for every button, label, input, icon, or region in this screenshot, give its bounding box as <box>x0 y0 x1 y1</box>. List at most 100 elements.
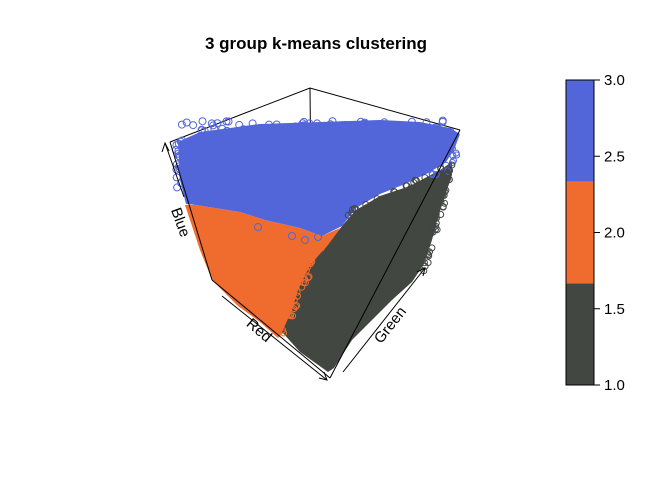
scatter-point <box>412 177 420 185</box>
scatter-point <box>425 127 433 135</box>
scatter-point <box>438 133 446 141</box>
scatter-point <box>305 119 314 128</box>
scatter-point <box>179 156 188 165</box>
scatter-point <box>182 118 191 127</box>
colorbar-tick-label: 2.0 <box>604 225 625 242</box>
scatter-point <box>441 188 449 196</box>
scatter-point <box>373 195 381 203</box>
scatter-point <box>428 171 436 179</box>
scatter-point <box>430 123 439 132</box>
scatter-point <box>409 159 417 167</box>
scatter-point <box>254 223 262 231</box>
scatter-point <box>323 125 332 134</box>
scatter-point <box>304 274 312 282</box>
scatter-point <box>439 203 447 211</box>
scatter-point <box>410 133 418 141</box>
cube-front-edge-left <box>169 141 213 281</box>
scatter-point <box>384 123 393 132</box>
green-axis-arrow <box>342 267 426 373</box>
scatter-point <box>177 120 186 129</box>
scatter-point <box>239 125 248 134</box>
scatter-point <box>431 226 439 233</box>
scatter-point <box>428 244 436 252</box>
scatter-point <box>422 118 431 127</box>
colorbar: 1.0 1.5 2.0 2.5 3.0 <box>565 72 625 394</box>
scatter-point <box>448 161 456 169</box>
scatter-point <box>409 143 416 151</box>
scatter-point <box>435 144 443 152</box>
scatter-point <box>222 117 231 126</box>
cube-front-edges <box>169 129 461 379</box>
scatter-point <box>272 120 281 129</box>
scatter-point <box>293 288 301 296</box>
scatter-point <box>417 159 425 167</box>
cluster-3-region <box>178 120 460 236</box>
scatter-point <box>449 152 457 160</box>
scatter-point <box>432 139 440 147</box>
scatter-point <box>344 211 352 219</box>
scatter-point <box>288 232 296 240</box>
scatter-point <box>337 121 346 130</box>
cluster-1-region <box>282 162 452 372</box>
scatter-point <box>370 124 379 132</box>
scatter-point <box>209 121 218 130</box>
colorbar-band-2 <box>566 181 594 284</box>
scatter-point <box>210 124 219 133</box>
scatter-point <box>380 118 389 127</box>
colorbar-tick-label: 1.0 <box>604 377 625 394</box>
scatter-point <box>176 137 185 146</box>
blue-axis-arrow <box>164 142 185 198</box>
scatter-point <box>302 266 310 274</box>
scatter-point <box>420 259 428 267</box>
scatter-point <box>313 119 322 128</box>
cube-front-edge-bottom-right <box>329 129 461 379</box>
scatter-point <box>421 174 429 182</box>
scatter-point <box>198 117 207 126</box>
scatter-point <box>421 167 429 175</box>
colorbar-band-1 <box>566 283 594 385</box>
scatter-point <box>427 229 435 237</box>
scatter-point <box>407 184 415 192</box>
scatter-point <box>408 144 416 151</box>
scatter-point <box>315 245 322 253</box>
scatter-point <box>412 167 420 174</box>
colorbar-tick-label: 2.5 <box>604 148 625 165</box>
colorbar-band-3 <box>566 80 594 182</box>
scatter-point <box>439 134 446 142</box>
scatter-point <box>318 244 325 252</box>
scatter-point <box>301 125 310 134</box>
scatter-point <box>449 145 456 153</box>
blue-axis-arrowhead <box>161 141 170 153</box>
scatter-point <box>447 127 455 135</box>
scatter-point <box>300 121 308 130</box>
scatter-point <box>200 126 209 135</box>
scatter-point <box>395 193 402 201</box>
scatter-point <box>431 211 439 219</box>
scatter-point <box>250 124 259 133</box>
scatter-point <box>438 117 447 126</box>
scatter-point <box>434 124 443 133</box>
cube-front-edge-bottom-left <box>211 279 331 379</box>
scatter-point <box>290 296 298 304</box>
scatter-point <box>306 259 313 267</box>
scatter-point <box>351 205 359 213</box>
scatter-point <box>448 159 456 166</box>
chart-title: 3 group k-means clustering <box>205 34 427 53</box>
colorbar-tick-label: 3.0 <box>604 72 625 89</box>
scatter-point <box>290 305 298 313</box>
green-axis-arrowhead <box>416 267 426 277</box>
colorbar-tick-label: 1.5 <box>604 301 625 318</box>
scatter-point <box>299 279 307 286</box>
red-axis-arrowhead <box>318 371 328 381</box>
scatter-point <box>218 124 227 133</box>
scatter-point <box>412 159 420 167</box>
scatter-point <box>357 125 366 134</box>
scatter-point <box>352 205 360 213</box>
scatter-point <box>428 151 436 159</box>
scatter-points <box>172 116 461 337</box>
scatter-point <box>301 275 309 283</box>
scatter-point <box>298 283 306 291</box>
scatter-point <box>430 158 438 166</box>
